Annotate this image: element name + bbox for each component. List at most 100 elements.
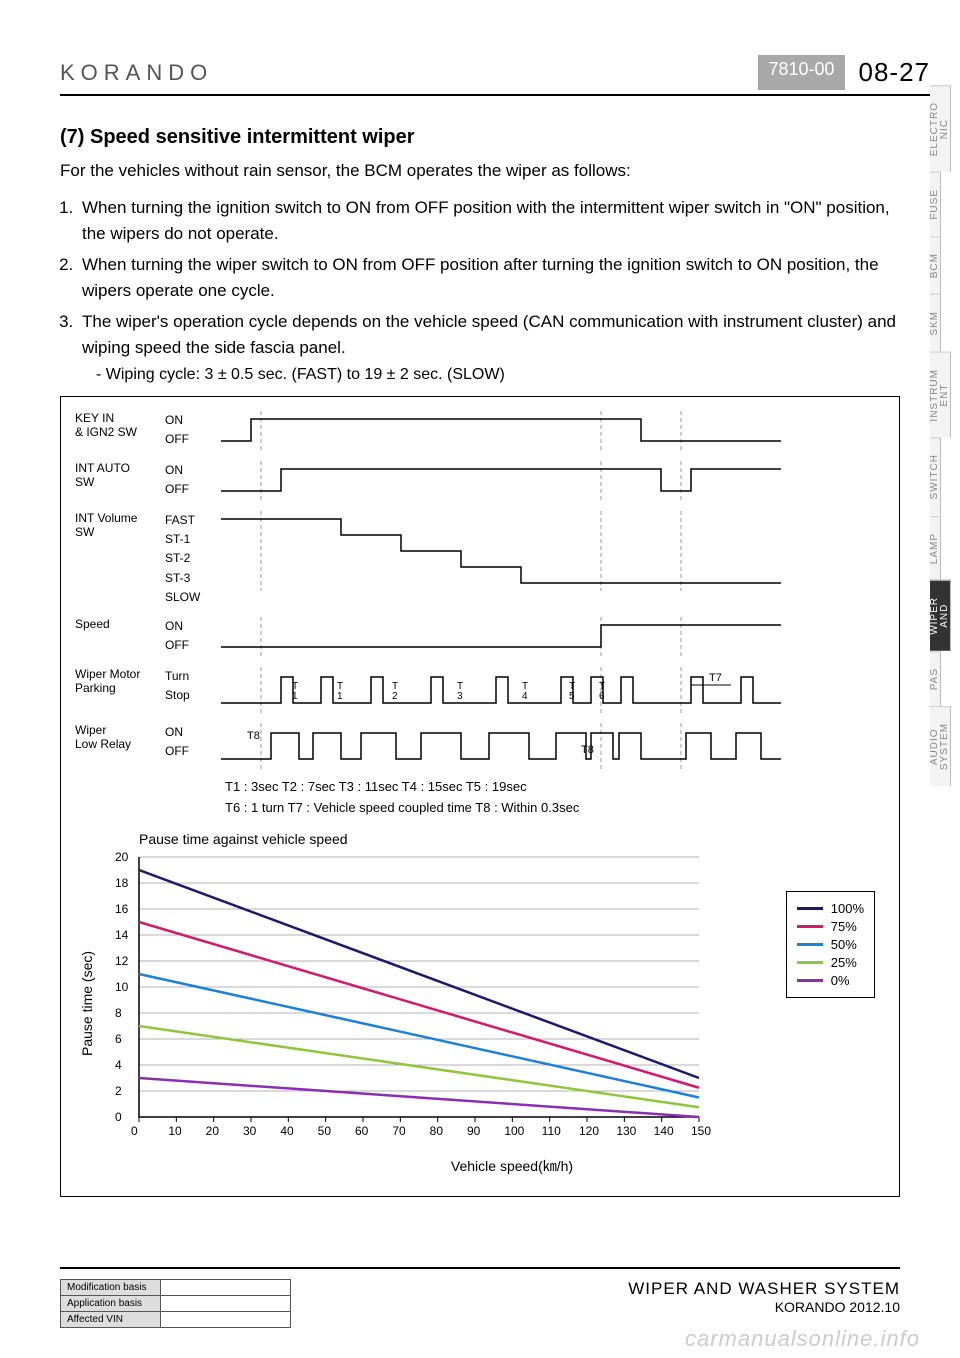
svg-text:1: 1	[337, 691, 343, 702]
timing-legend-1: T1 : 3sec T2 : 7sec T3 : 11sec T4 : 15se…	[225, 779, 885, 794]
legend-label: 75%	[831, 919, 857, 934]
meta-val	[161, 1280, 291, 1296]
legend-item: 50%	[797, 937, 864, 952]
svg-text:50: 50	[318, 1124, 332, 1138]
svg-text:80: 80	[430, 1124, 444, 1138]
signal-name: INT Volume SW	[75, 511, 165, 540]
list-item: The wiper's operation cycle depends on t…	[78, 309, 900, 360]
signal-name: Speed	[75, 617, 165, 631]
svg-text:60: 60	[355, 1124, 369, 1138]
svg-text:40: 40	[280, 1124, 294, 1138]
legend-item: 100%	[797, 901, 864, 916]
signal-name: Wiper Low Relay	[75, 723, 165, 752]
section-intro: For the vehicles without rain sensor, th…	[60, 161, 900, 181]
svg-text:140: 140	[654, 1124, 674, 1138]
svg-text:4: 4	[522, 691, 528, 702]
svg-text:14: 14	[115, 928, 129, 942]
timing-row: INT AUTO SWON OFF	[75, 461, 885, 501]
svg-text:16: 16	[115, 902, 129, 916]
svg-text:130: 130	[616, 1124, 636, 1138]
sidebar-tab: ELECTRO NIC	[930, 85, 951, 172]
section-code: 7810-00	[758, 55, 844, 90]
legend-swatch	[797, 925, 823, 928]
signal-name: Wiper Motor Parking	[75, 667, 165, 696]
brand-logo: korando	[60, 60, 213, 86]
svg-text:10: 10	[115, 980, 129, 994]
signal-states: ON OFF	[165, 411, 221, 449]
chart-y-label: Pause time (sec)	[75, 831, 99, 1176]
sidebar-tab: SKM	[930, 294, 941, 352]
meta-table: Modification basisApplication basisAffec…	[60, 1279, 291, 1328]
timing-row: KEY IN & IGN2 SWON OFF	[75, 411, 885, 451]
sidebar-tab: AUDIO SYSTEM	[930, 706, 951, 786]
signal-wave	[221, 411, 781, 451]
svg-text:6: 6	[599, 691, 605, 702]
svg-text:100: 100	[504, 1124, 524, 1138]
timing-row: Wiper Motor ParkingTurn StopT1T1T2T3T4T5…	[75, 667, 885, 713]
section-heading: (7) Speed sensitive intermittent wiper	[60, 126, 900, 149]
chart-title: Pause time against vehicle speed	[139, 831, 885, 847]
svg-text:10: 10	[168, 1124, 182, 1138]
meta-key: Application basis	[61, 1296, 161, 1312]
system-title: WIPER AND WASHER SYSTEM	[628, 1279, 900, 1299]
svg-text:18: 18	[115, 876, 129, 890]
svg-text:0: 0	[115, 1110, 122, 1124]
svg-text:150: 150	[691, 1124, 711, 1138]
list-item: When turning the ignition switch to ON f…	[78, 195, 900, 246]
page-number: 08-27	[845, 55, 931, 90]
header-rule	[60, 94, 930, 96]
svg-text:4: 4	[115, 1058, 122, 1072]
timing-diagram: KEY IN & IGN2 SWON OFFINT AUTO SWON OFFI…	[75, 411, 885, 769]
sidebar-tab: WIPER AND	[930, 580, 951, 651]
legend-label: 100%	[831, 901, 864, 916]
svg-text:12: 12	[115, 954, 129, 968]
legend-swatch	[797, 943, 823, 946]
legend-swatch	[797, 979, 823, 982]
legend-item: 75%	[797, 919, 864, 934]
chart-x-label: Vehicle speed(㎞/h)	[139, 1156, 885, 1176]
legend-label: 25%	[831, 955, 857, 970]
legend-item: 25%	[797, 955, 864, 970]
meta-key: Affected VIN	[61, 1312, 161, 1328]
svg-text:8: 8	[115, 1006, 122, 1020]
legend-swatch	[797, 907, 823, 910]
svg-text:30: 30	[243, 1124, 257, 1138]
signal-name: INT AUTO SW	[75, 461, 165, 490]
svg-text:6: 6	[115, 1032, 122, 1046]
svg-text:120: 120	[579, 1124, 599, 1138]
svg-text:90: 90	[467, 1124, 481, 1138]
svg-text:2: 2	[392, 691, 398, 702]
svg-text:70: 70	[392, 1124, 406, 1138]
signal-states: FAST ST-1 ST-2 ST-3 SLOW	[165, 511, 221, 607]
svg-text:T8: T8	[247, 730, 260, 742]
sidebar-tab: FUSE	[930, 172, 941, 236]
svg-text:5: 5	[569, 691, 575, 702]
signal-states: ON OFF	[165, 461, 221, 499]
svg-text:2: 2	[115, 1084, 122, 1098]
watermark: carmanualsonline.info	[685, 1326, 920, 1352]
sidebar-tab: INSTRUM ENT	[930, 352, 951, 438]
timing-legend-2: T6 : 1 turn T7 : Vehicle speed coupled t…	[225, 800, 885, 815]
footer-rule	[60, 1267, 900, 1269]
signal-wave	[221, 511, 781, 591]
signal-wave	[221, 617, 781, 657]
numbered-list: When turning the ignition switch to ON f…	[78, 195, 900, 360]
sidebar-tab: PAS	[930, 651, 941, 706]
legend-label: 50%	[831, 937, 857, 952]
model-date: KORANDO 2012.10	[628, 1299, 900, 1315]
signal-wave	[221, 461, 781, 501]
legend-item: 0%	[797, 973, 864, 988]
svg-text:3: 3	[457, 691, 463, 702]
svg-text:T8: T8	[581, 744, 594, 756]
svg-text:0: 0	[131, 1124, 138, 1138]
timing-row: Wiper Low RelayON OFFT8T8	[75, 723, 885, 769]
svg-text:20: 20	[206, 1124, 220, 1138]
signal-name: KEY IN & IGN2 SW	[75, 411, 165, 440]
chart-legend: 100% 75% 50% 25% 0%	[786, 891, 875, 998]
meta-val	[161, 1312, 291, 1328]
side-tabs: ELECTRO NICFUSEBCMSKMINSTRUM ENTSWITCHLA…	[930, 85, 958, 786]
svg-text:20: 20	[115, 851, 129, 864]
signal-wave: T8 T8	[221, 723, 781, 769]
timing-row: SpeedON OFF	[75, 617, 885, 657]
signal-wave: T1T1T2T3T4T5T6T7	[221, 667, 781, 713]
